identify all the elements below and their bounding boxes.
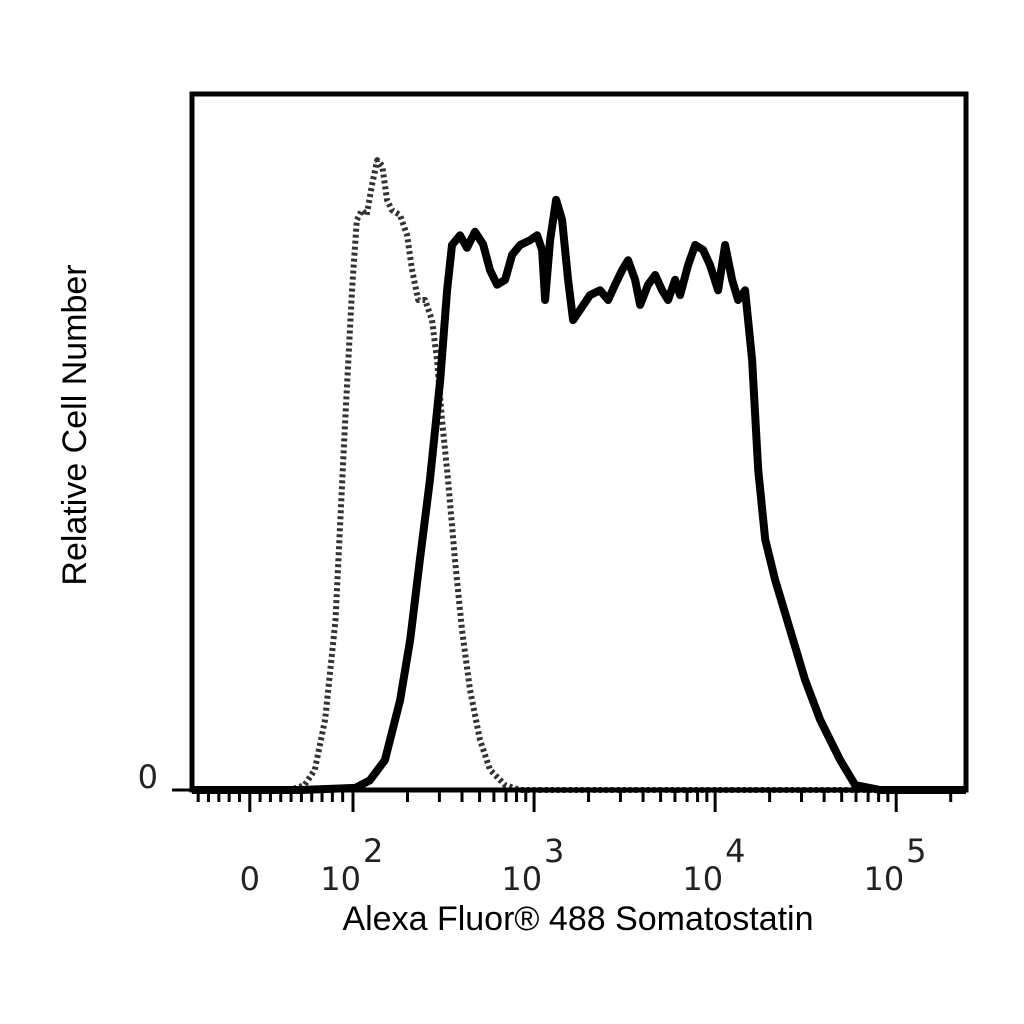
x-axis-title: Alexa Fluor® 488 Somatostatin [342, 900, 813, 938]
histogram-line [192, 195, 966, 794]
x-tick-exponent: 2 [363, 832, 383, 870]
y-axis-title: Relative Cell Number [56, 264, 94, 585]
x-tick-exponent: 4 [725, 832, 745, 870]
histogram-line [192, 157, 966, 793]
x-tick-label: 10 [501, 860, 542, 898]
x-tick-label: 10 [320, 860, 361, 898]
x-tick-exponent: 5 [906, 832, 926, 870]
plot-frame [189, 91, 969, 793]
x-tick-label: 10 [682, 860, 723, 898]
x-tick-exponent: 3 [544, 832, 564, 870]
y-tick-label: 0 [138, 758, 158, 796]
x-tick-label: 0 [240, 860, 260, 898]
x-tick-label: 10 [863, 860, 904, 898]
